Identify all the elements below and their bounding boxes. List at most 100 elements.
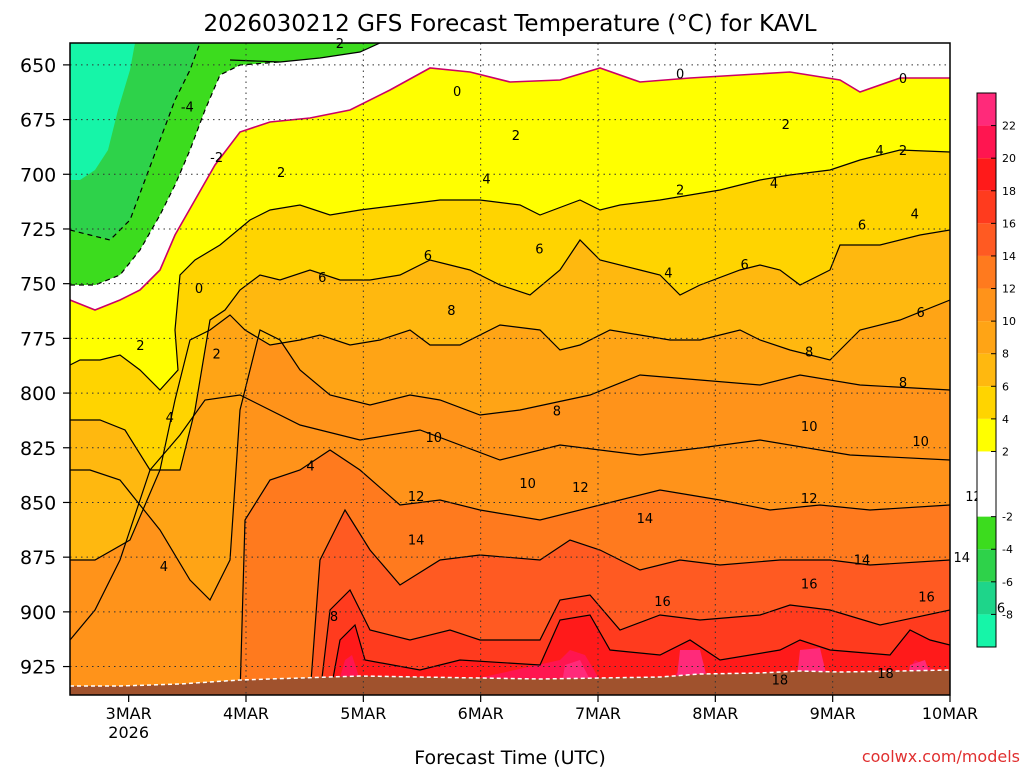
band-minus6c bbox=[70, 43, 135, 180]
contour-label: -2 bbox=[210, 151, 223, 166]
colorbar-band bbox=[977, 288, 996, 322]
contour-label: 14 bbox=[637, 512, 654, 527]
colorbar-tick-label: 14 bbox=[1002, 250, 1016, 263]
x-tick-year: 2026 bbox=[108, 723, 149, 742]
y-tick-label: 650 bbox=[20, 55, 56, 77]
contour-label: 16 bbox=[918, 591, 935, 606]
contour-label: 4 bbox=[875, 144, 883, 159]
contour-label: 4 bbox=[770, 177, 778, 192]
y-tick-label: 900 bbox=[20, 602, 56, 624]
colorbar-tick-label: 10 bbox=[1002, 315, 1016, 328]
terrain-edge bbox=[70, 669, 951, 687]
contour-label: 2 bbox=[899, 144, 907, 159]
x-axis-label: Forecast Time (UTC) bbox=[414, 747, 605, 768]
colorbar-band bbox=[977, 158, 996, 191]
colorbar-tick-label: -8 bbox=[1002, 608, 1013, 621]
contour-label: 6 bbox=[858, 219, 866, 234]
colorbar-band bbox=[977, 125, 996, 159]
contour-label: 8 bbox=[553, 405, 561, 420]
colorbar-tick-label: 20 bbox=[1002, 152, 1016, 165]
contour-label: 18 bbox=[772, 674, 789, 689]
contour-label: 4 bbox=[482, 173, 490, 188]
contour-label: 16 bbox=[801, 577, 818, 592]
x-tick-label: 7MAR bbox=[575, 704, 621, 723]
x-tick-label: 5MAR bbox=[340, 704, 386, 723]
contour-label: 8 bbox=[330, 610, 338, 625]
colorbar-tick-label: 2 bbox=[1002, 445, 1009, 458]
x-tick-label: 9MAR bbox=[810, 704, 856, 723]
colorbar-tick-label: 22 bbox=[1002, 120, 1016, 133]
contour-label: 4 bbox=[166, 411, 174, 426]
y-tick-label: 800 bbox=[20, 383, 56, 405]
y-tick-label: 825 bbox=[20, 438, 56, 460]
colorbar-band bbox=[977, 321, 996, 354]
credit-text: coolwx.com/models bbox=[862, 747, 1020, 766]
x-axis: 3MAR 4MAR 5MAR 6MAR 7MAR 8MAR 9MAR 10MAR 2026 bbox=[106, 695, 978, 742]
contour-label: 0 bbox=[195, 282, 203, 297]
colorbar-band bbox=[977, 93, 996, 126]
colorbar-band bbox=[977, 549, 996, 582]
contour-label: 4 bbox=[664, 267, 672, 282]
contour-label: 6 bbox=[917, 306, 925, 321]
contour-label: 10 bbox=[912, 435, 929, 450]
contour-label: 10 bbox=[519, 477, 536, 492]
contour-label: 2 bbox=[676, 184, 684, 199]
contour-label: 10 bbox=[425, 431, 442, 446]
contour-label: 4 bbox=[306, 459, 314, 474]
x-tick-label: 10MAR bbox=[922, 704, 978, 723]
x-tick-label: 6MAR bbox=[458, 704, 504, 723]
contour-label: 6 bbox=[535, 243, 543, 258]
colorbar: 22 20 18 16 14 12 10 8 6 4 2 -2 -4 -6 -8 bbox=[976, 92, 1016, 648]
contour-label: 2 bbox=[213, 348, 221, 363]
temperature-field bbox=[70, 43, 950, 695]
contour-label: 8 bbox=[899, 376, 907, 391]
x-tick-label: 3MAR bbox=[106, 704, 152, 723]
contour-label: 6 bbox=[424, 249, 432, 264]
contour-label: 18 bbox=[877, 667, 894, 682]
contour-label: 2 bbox=[336, 37, 344, 52]
y-tick-label: 750 bbox=[20, 274, 56, 296]
colorbar-band bbox=[977, 418, 996, 452]
contour-label: 14 bbox=[854, 553, 871, 568]
y-tick-label: 925 bbox=[20, 657, 56, 679]
plot-frame bbox=[69, 42, 951, 696]
colorbar-band bbox=[977, 223, 996, 256]
colorbar-frame bbox=[976, 92, 997, 648]
contour-label: 0 bbox=[453, 85, 461, 100]
colorbar-band bbox=[977, 353, 996, 387]
contour-label: 2 bbox=[136, 339, 144, 354]
contour-label: 12 bbox=[801, 492, 818, 507]
band-0c bbox=[70, 43, 950, 310]
contour-label: 8 bbox=[447, 304, 455, 319]
contour-label: 10 bbox=[801, 420, 818, 435]
colorbar-tick-label: 6 bbox=[1002, 380, 1009, 393]
contour-label: 14 bbox=[953, 551, 970, 566]
colorbar-band bbox=[977, 516, 996, 550]
contour-label: 6 bbox=[318, 271, 326, 286]
contour-label: 12 bbox=[572, 481, 589, 496]
colorbar-band bbox=[977, 451, 996, 517]
contour-label: 2 bbox=[782, 118, 790, 133]
colorbar-band bbox=[977, 190, 996, 224]
contour-label: 6 bbox=[741, 258, 749, 273]
colorbar-band bbox=[977, 614, 996, 647]
contour-labels: 2 0 0 0 -4 -2 0 2 2 2 2 2 2 2 4 4 4 4 4 4 4 4 6 6 6 6 6 6 8 8 8 8 8 10 10 1… bbox=[136, 37, 1005, 689]
y-tick-label: 675 bbox=[20, 110, 56, 132]
colorbar-tick-label: 8 bbox=[1002, 348, 1009, 361]
colorbar-tick-label: -4 bbox=[1002, 543, 1013, 556]
contour-label: 0 bbox=[899, 72, 907, 87]
y-tick-label: 850 bbox=[20, 492, 56, 514]
terrain-surface bbox=[70, 670, 950, 695]
y-tick-label: 875 bbox=[20, 547, 56, 569]
contour-label: 0 bbox=[676, 68, 684, 83]
contour-label: 4 bbox=[160, 560, 168, 575]
chart-title: 2026030212 GFS Forecast Temperature (°C)… bbox=[203, 11, 816, 37]
colorbar-band bbox=[977, 581, 996, 615]
contour-label: 4 bbox=[911, 208, 919, 223]
colorbar-tick-label: 12 bbox=[1002, 283, 1016, 296]
colorbar-tick-label: -6 bbox=[1002, 576, 1013, 589]
colorbar-band bbox=[977, 386, 996, 419]
contour-label: 2 bbox=[512, 129, 520, 144]
x-tick-label: 4MAR bbox=[223, 704, 269, 723]
contour-label: 12 bbox=[408, 490, 425, 505]
